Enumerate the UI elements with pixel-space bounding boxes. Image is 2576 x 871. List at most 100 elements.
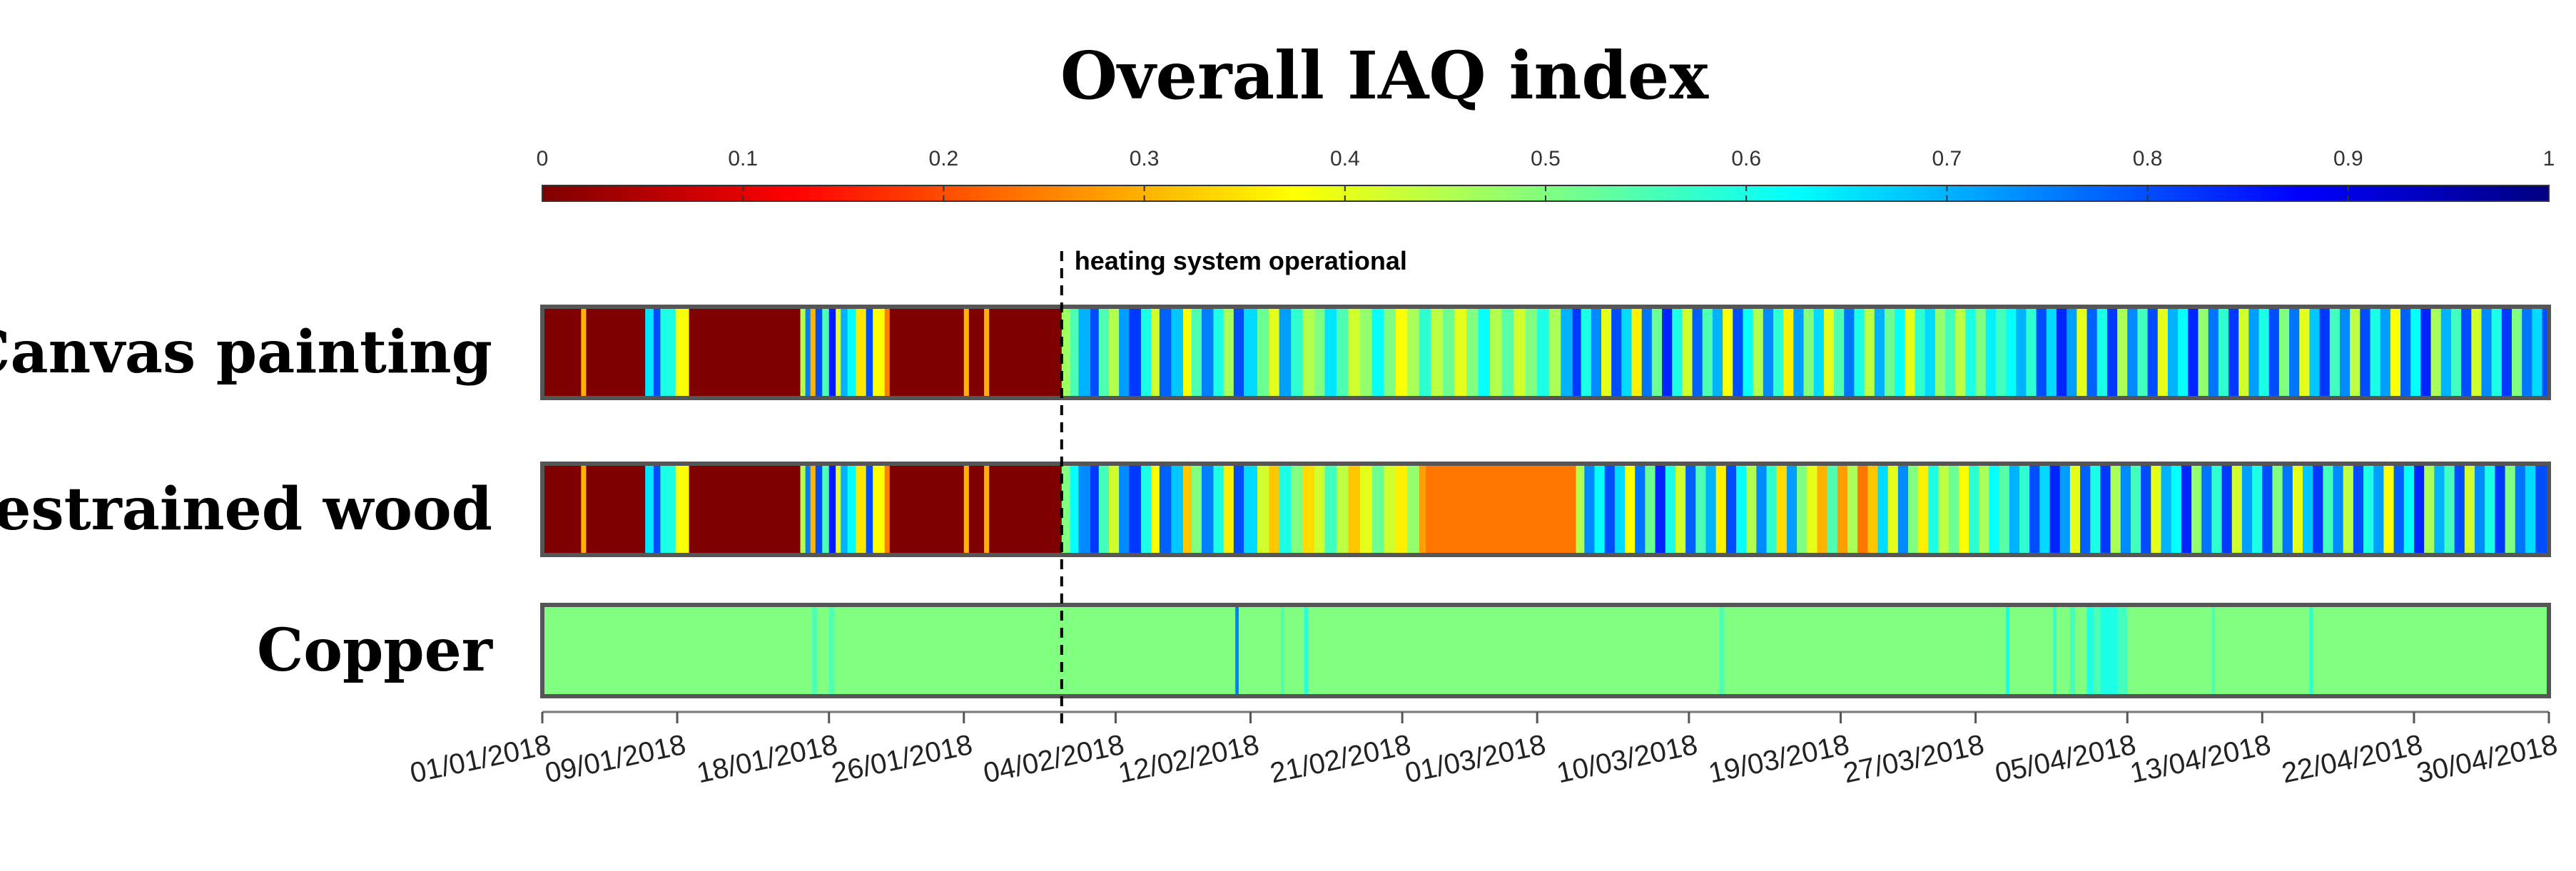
heatmap-cell [1576, 464, 1585, 555]
heatmap-cell [1348, 464, 1361, 555]
heatmap-cell [2373, 464, 2385, 555]
heatmap-cell [2403, 464, 2415, 555]
heatmap-cell [866, 307, 873, 398]
heatmap-cell [1945, 307, 1956, 398]
heatmap-cell [1591, 307, 1602, 398]
heatmap-cell [873, 307, 886, 398]
heatmap-cell [2495, 464, 2506, 555]
heatmap-cell [1151, 464, 1160, 555]
heatmap-cell [1140, 464, 1152, 555]
row-frame [540, 462, 2551, 557]
heatmap-cell [1753, 307, 1764, 398]
heatmap-cell [2096, 307, 2108, 398]
heatmap-cell [1874, 307, 1885, 398]
heatmap-cell [1070, 464, 1080, 555]
heatmap-cell [1965, 307, 1977, 398]
heatmap-cell [2046, 307, 2057, 398]
heatmap-cell [2036, 307, 2047, 398]
heatmap-cell [1291, 464, 1304, 555]
heatmap-cell [1793, 307, 1805, 398]
heatmap-cell [2208, 307, 2219, 398]
heatmap-cell [1854, 307, 1865, 398]
heatmap-cell [2272, 464, 2283, 555]
heatmap-cell [815, 307, 823, 398]
heatmap-cell [1611, 307, 1622, 398]
heatmap-cell [2090, 464, 2101, 555]
heatmap-cell [1384, 307, 1396, 398]
heatmap-cell [1631, 307, 1643, 398]
heatmap-cell [963, 307, 970, 398]
heatmap-cell [1324, 307, 1337, 398]
heatmap-cell [1537, 307, 1550, 398]
heatmap-cell [2241, 464, 2253, 555]
heatmap-cell [542, 605, 813, 696]
heatmap-cell [836, 464, 841, 555]
heatmap-cell [1715, 464, 1727, 555]
colorbar-tick-label: 0.1 [728, 147, 758, 170]
heatmap-cell [1098, 464, 1110, 555]
heatmap-cell [2450, 307, 2462, 398]
heatmap-cell [2039, 464, 2051, 555]
heatmap-cell [2120, 464, 2131, 555]
colorbar-tick-label: 0.9 [2333, 147, 2363, 170]
heatmap-cell [1151, 307, 1160, 398]
heatmap-cell [889, 464, 965, 555]
x-tick-label: 21/02/2018 [1267, 729, 1414, 790]
heatmap-cell [2430, 307, 2442, 398]
heatmap-cell [2444, 464, 2455, 555]
heatmap-cell [1719, 605, 1725, 696]
heatmap-cell [2006, 307, 2017, 398]
heatmap-cell [2221, 464, 2233, 555]
heatmap-cell [1307, 605, 1720, 696]
heating-annotation-label: heating system operational [1075, 246, 1407, 275]
heatmap-cell [1281, 605, 1285, 696]
heatmap-cell [1159, 307, 1172, 398]
heatmap-cell [1614, 464, 1626, 555]
x-tick-label: 01/01/2018 [407, 729, 554, 790]
chart-title: Overall IAQ index [1060, 37, 1709, 114]
heatmap-cell [2215, 605, 2311, 696]
heatmap-cell [2248, 307, 2260, 398]
heatmap-cell [2006, 605, 2010, 696]
heatmap-cell [2282, 464, 2293, 555]
heatmap-cell [1662, 307, 1673, 398]
heatmap-cell [1621, 307, 1633, 398]
heatmap-cell [1371, 307, 1384, 398]
heatmap-cell [1108, 307, 1120, 398]
heatmap-cell [586, 307, 646, 398]
heatmap-cell [1766, 464, 1778, 555]
heatmap-cell [1233, 464, 1244, 555]
colorbar-tick-label: 1 [2543, 147, 2555, 170]
heatmap-cell [2454, 464, 2465, 555]
heatmap-cell [2522, 307, 2532, 398]
heatmap-cell [2262, 464, 2273, 555]
heatmap-cell [581, 464, 587, 555]
heatmap-cell [800, 307, 806, 398]
heatmap-cell [1213, 307, 1224, 398]
heatmap-cell [1985, 307, 1997, 398]
heatmap-cell [1098, 307, 1110, 398]
heatmap-cell [1594, 464, 1606, 555]
colorbar-tick-label: 0 [537, 147, 549, 170]
heatmap-cell [1682, 307, 1693, 398]
heatmap-cell [1314, 464, 1326, 555]
heatmap-cell [2434, 464, 2445, 555]
heatmap-cell [1182, 307, 1192, 398]
heatmap-cell [1817, 464, 1828, 555]
heatmap-cell [1090, 464, 1100, 555]
heatmap-cell [1733, 307, 1744, 398]
heatmap-cell [1061, 464, 1071, 555]
heatmap-cell [1490, 307, 1503, 398]
heatmap-cell [2333, 464, 2344, 555]
heatmap-cell [2161, 464, 2172, 555]
x-tick-label: 30/04/2018 [2414, 729, 2560, 790]
heatmap-cell [1395, 307, 1408, 398]
heatmap-cell [1426, 464, 1577, 555]
heatmap-cell [2056, 605, 2071, 696]
heatmap-cell [1129, 307, 1142, 398]
heatmap-cell [1776, 464, 1788, 555]
heatmap-cell [968, 464, 985, 555]
heatmap-cell [2515, 464, 2526, 555]
heatmap-cell [1466, 307, 1479, 398]
heatmap-cell [1724, 605, 2007, 696]
